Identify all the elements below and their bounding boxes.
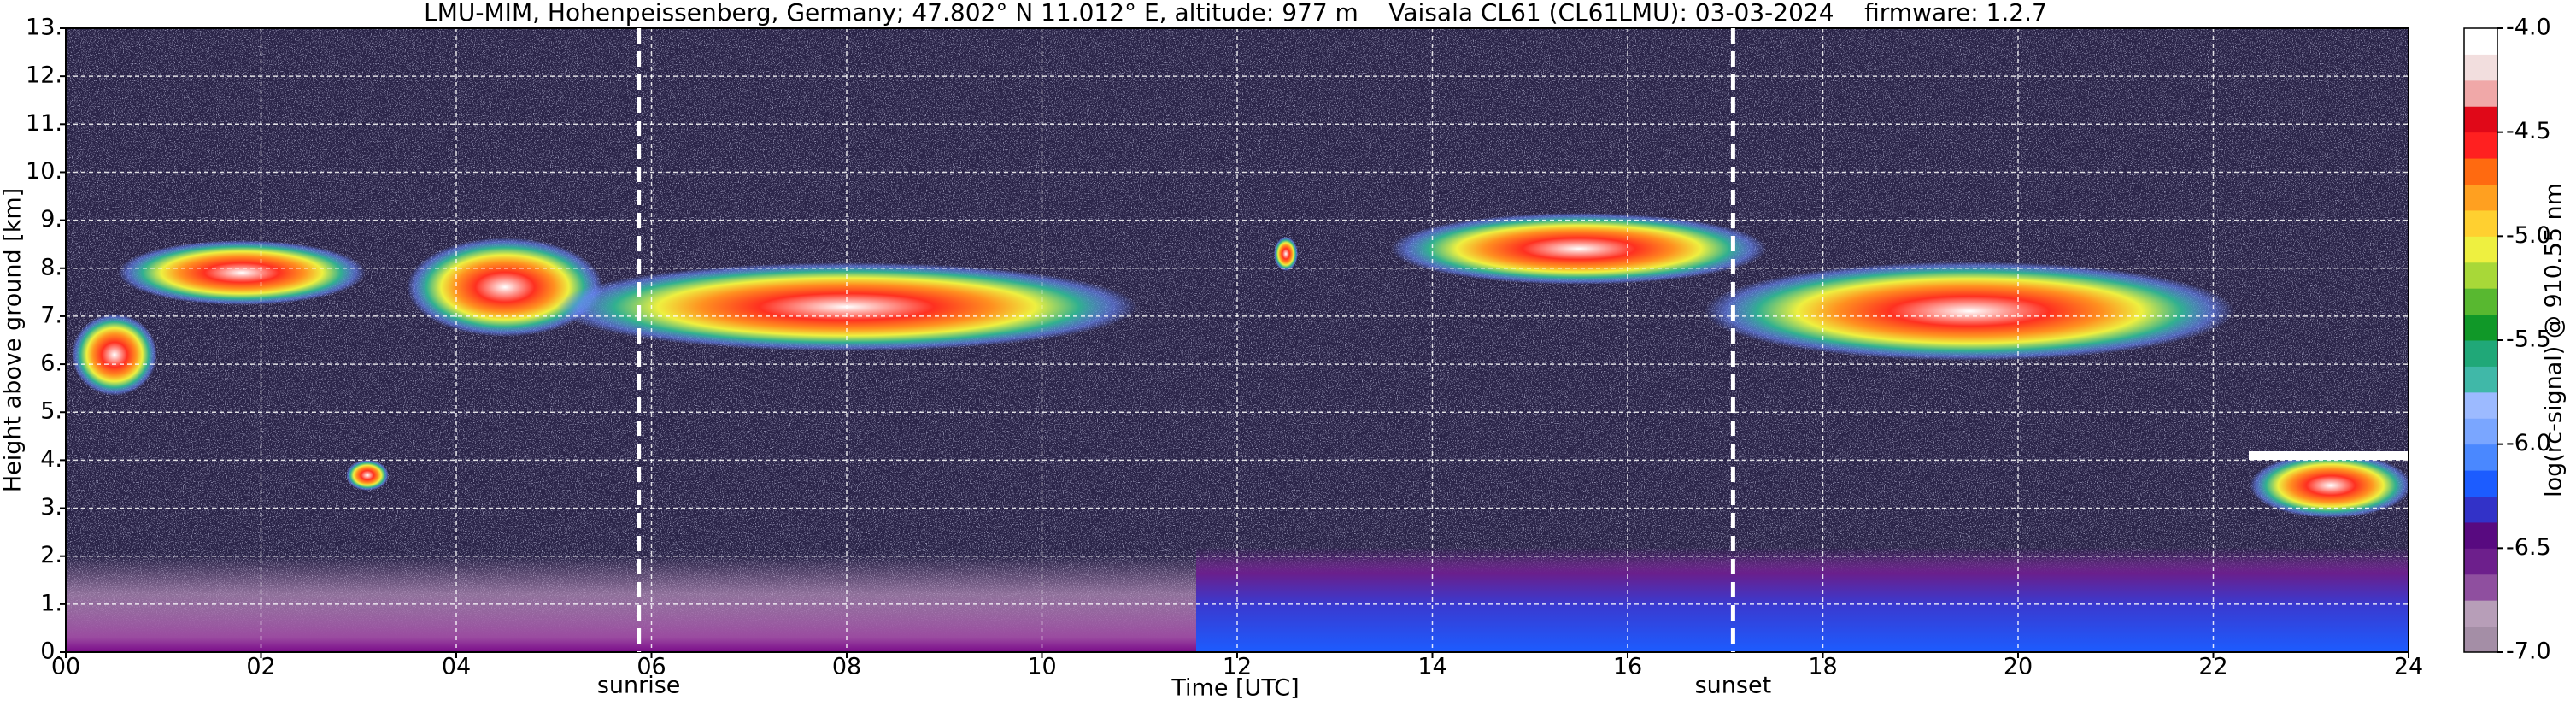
x-tick-label: 02 [246,654,275,680]
colorbar-swatch [2464,158,2497,185]
colorbar-swatch [2464,548,2497,575]
y-tick-label: 8. [40,254,62,280]
colorbar-swatch [2464,79,2497,107]
y-tick-label: 0. [40,638,62,665]
x-tick-label: 14 [1417,654,1446,680]
colorbar-swatch [2464,28,2497,55]
colorbar-swatch [2464,236,2497,263]
x-tick-label: 20 [2004,654,2033,680]
colorbar-tick-label: -7.0 [2506,638,2551,665]
colorbar-swatch [2464,391,2497,419]
colorbar-tick-label: -4.0 [2506,15,2551,41]
colorbar-swatch [2464,288,2497,315]
x-tick-label: 04 [442,654,471,680]
x-tick-label: 10 [1027,654,1056,680]
colorbar-swatch [2464,418,2497,445]
y-tick-label: 9. [40,206,62,232]
colorbar-swatch [2464,106,2497,133]
x-tick-label: 00 [51,654,80,680]
y-axis-label: Height above ground [km] [0,188,26,492]
y-tick-label: 6. [40,350,62,377]
x-tick-label: 06 [637,654,666,680]
colorbar-swatch [2464,600,2497,627]
colorbar-tick-label: -5.0 [2506,222,2551,249]
y-tick-label: 1. [40,590,62,616]
annotation-label: sunrise [597,673,681,699]
y-tick-label: 12. [26,62,62,89]
colorbar-swatch [2464,521,2497,549]
y-tick-label: 2. [40,542,62,568]
x-tick-label: 12 [1223,654,1252,680]
x-tick-label: 08 [832,654,861,680]
annotation-label: sunset [1695,673,1772,699]
colorbar: -4.0 -4.5 -5.0 -5.5 -6.0 -6.5 -7.0 [2463,15,2551,665]
x-tick-label: 18 [1808,654,1837,680]
colorbar-swatch [2464,54,2497,81]
colorbar-swatch [2464,132,2497,159]
colorbar-tick-label: -6.0 [2506,430,2551,456]
colorbar-swatch [2464,626,2497,653]
x-tick-label: 16 [1613,654,1642,680]
colorbar-swatch [2464,262,2497,289]
y-tick-label: 7. [40,302,62,328]
colorbar-swatch [2464,496,2497,523]
y-tick-label: 4. [40,446,62,473]
y-tick-label: 10. [26,158,62,185]
colorbar-swatch [2464,444,2497,471]
colorbar-swatch [2464,470,2497,497]
x-tick-label: 24 [2394,654,2423,680]
colorbar-swatch [2464,366,2497,393]
colorbar-swatch [2464,184,2497,211]
y-tick-label: 11. [26,110,62,137]
colorbar-swatch [2464,340,2497,367]
colorbar-label: log(rc-signal) @ 910.55 nm [2541,183,2567,497]
colorbar-swatch [2464,574,2497,601]
x-tick-label: 22 [2198,654,2227,680]
colorbar-swatch [2464,314,2497,341]
x-axis-label: Time [UTC] [1171,675,1299,702]
colorbar-tick-label: -4.5 [2506,118,2551,144]
y-tick-label: 13. [26,15,62,41]
backscatter-image [66,28,2409,652]
y-tick-label: 3. [40,494,62,521]
colorbar-tick-label: -5.5 [2506,327,2551,353]
chart-title: LMU-MIM, Hohenpeissenberg, Germany; 47.8… [424,0,2047,26]
y-tick-label: 5. [40,398,62,425]
colorbar-swatch [2464,209,2497,237]
colorbar-tick-label: -6.5 [2506,534,2551,561]
